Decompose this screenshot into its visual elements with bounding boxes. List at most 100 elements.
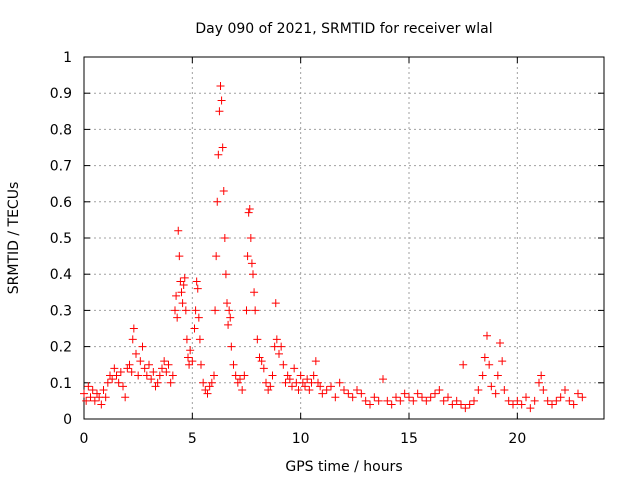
- data-point: [565, 396, 574, 405]
- data-point: [185, 360, 194, 369]
- data-point: [171, 306, 179, 315]
- data-point: [236, 375, 244, 384]
- data-point: [227, 342, 236, 351]
- data-point: [500, 386, 509, 395]
- data-point: [127, 367, 136, 376]
- data-point: [439, 396, 448, 405]
- data-point: [155, 371, 164, 380]
- data-point: [188, 357, 197, 366]
- data-point: [331, 393, 340, 402]
- data-point: [526, 404, 535, 413]
- data-point: [149, 367, 158, 376]
- data-point: [552, 396, 561, 405]
- data-point: [340, 386, 348, 395]
- y-tick-label: 0.4: [50, 267, 72, 283]
- data-point: [294, 386, 303, 395]
- data-point: [162, 367, 171, 376]
- data-point: [498, 357, 507, 366]
- data-point: [383, 396, 392, 405]
- data-point: [217, 96, 226, 105]
- data-point: [530, 396, 539, 405]
- data-point: [361, 396, 370, 405]
- data-point: [314, 378, 322, 387]
- data-point: [116, 367, 125, 376]
- data-point: [491, 389, 500, 398]
- data-point: [272, 335, 281, 344]
- x-tick-label: 10: [292, 431, 310, 447]
- data-point: [210, 371, 218, 380]
- data-point: [396, 396, 405, 405]
- data-point: [173, 313, 182, 322]
- data-point: [114, 378, 123, 387]
- data-point: [509, 400, 517, 409]
- data-point: [344, 389, 353, 398]
- data-point: [298, 378, 307, 387]
- data-point: [197, 360, 205, 369]
- data-point: [158, 364, 166, 373]
- chart-title: Day 090 of 2021, SRMTID for receiver wla…: [195, 21, 492, 37]
- data-point: [311, 357, 320, 366]
- data-point: [134, 371, 143, 380]
- data-point: [539, 386, 548, 395]
- data-point: [242, 306, 251, 315]
- data-point: [153, 378, 162, 387]
- data-point: [216, 81, 225, 90]
- data-point: [180, 273, 189, 282]
- x-tick-label: 5: [188, 431, 197, 447]
- y-tick-label: 0.6: [50, 195, 72, 211]
- data-point: [140, 364, 149, 373]
- axis-ticks: 00.10.20.30.40.50.60.70.80.910 5 10 15 20: [50, 50, 604, 447]
- y-tick-label: 0: [63, 412, 72, 428]
- data-point: [461, 404, 470, 413]
- data-point: [290, 364, 299, 373]
- data-point: [121, 393, 130, 402]
- data-point: [348, 393, 357, 402]
- data-point: [80, 389, 88, 398]
- data-point: [305, 386, 314, 395]
- data-point: [392, 393, 400, 402]
- data-point: [431, 389, 439, 398]
- data-point: [387, 400, 396, 409]
- data-point: [90, 396, 99, 405]
- data-point: [174, 226, 183, 235]
- data-point: [194, 313, 203, 322]
- data-point: [184, 353, 192, 362]
- data-point: [296, 371, 305, 380]
- data-point: [285, 375, 294, 384]
- data-point: [226, 313, 235, 322]
- data-point: [247, 259, 256, 268]
- data-point: [556, 393, 565, 402]
- data-point: [448, 400, 457, 409]
- data-point: [145, 360, 153, 369]
- data-point: [221, 270, 230, 279]
- data-point: [229, 360, 238, 369]
- data-point: [110, 364, 119, 373]
- data-point: [245, 205, 254, 214]
- data-point: [88, 386, 97, 395]
- data-point: [249, 270, 257, 279]
- data-point: [108, 375, 117, 384]
- data-point: [213, 197, 222, 206]
- data-point: [474, 386, 483, 395]
- x-tick-label: 0: [80, 431, 89, 447]
- data-markers: [80, 81, 587, 413]
- data-point: [99, 386, 108, 395]
- data-point: [132, 349, 140, 358]
- data-point: [444, 393, 452, 402]
- data-point: [240, 371, 249, 380]
- data-point: [370, 393, 379, 402]
- data-point: [452, 396, 461, 405]
- data-point: [259, 364, 268, 373]
- data-point: [535, 378, 543, 387]
- data-point: [435, 386, 444, 395]
- data-point: [357, 389, 366, 398]
- data-point: [578, 393, 587, 402]
- y-tick-label: 0.5: [50, 231, 72, 247]
- data-point: [176, 277, 185, 286]
- data-point: [97, 400, 106, 409]
- data-point: [219, 186, 228, 195]
- data-point: [335, 378, 344, 387]
- data-point: [233, 378, 242, 387]
- data-point: [459, 360, 468, 369]
- data-point: [207, 378, 216, 387]
